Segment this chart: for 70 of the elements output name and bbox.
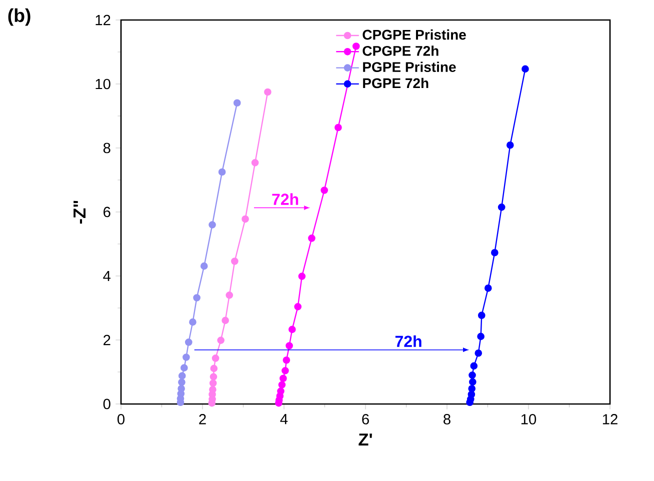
point [184, 338, 192, 346]
point [334, 124, 342, 132]
y-axis-title: -Z" [74, 200, 86, 224]
y-tick-label: 4 [103, 270, 111, 282]
point [210, 364, 218, 372]
x-tick-label: 8 [444, 414, 450, 424]
point [468, 384, 476, 392]
x-tick-label: 0 [117, 414, 124, 424]
legend-label: CPGPE Pristine [362, 29, 466, 40]
point [212, 354, 220, 362]
point [320, 186, 328, 194]
point [506, 141, 514, 149]
point [466, 398, 474, 406]
point [298, 272, 306, 280]
point [282, 367, 289, 374]
point [233, 99, 241, 107]
y-tick-label: 0 [103, 398, 110, 410]
point [222, 316, 229, 324]
point [282, 356, 290, 364]
point [308, 234, 316, 242]
x-axis-title: Z' [358, 434, 372, 446]
x-tick-label: 2 [199, 414, 206, 424]
point [242, 215, 249, 223]
point [251, 159, 259, 166]
point [218, 168, 226, 176]
x-tick-label: 4 [280, 414, 288, 424]
point [352, 42, 360, 50]
point [474, 349, 482, 357]
x-tick-label: 12 [602, 414, 618, 424]
x-tick-label: 6 [362, 414, 369, 424]
point [484, 284, 492, 292]
point [477, 332, 484, 340]
point [522, 65, 529, 73]
point [189, 318, 196, 326]
point [288, 326, 296, 334]
legend-label: CPGPE 72h [362, 46, 438, 56]
y-tick-label: 12 [96, 14, 110, 26]
point [468, 372, 476, 379]
point [470, 362, 478, 370]
point [200, 262, 208, 270]
point [286, 342, 293, 350]
point [278, 381, 286, 388]
annotation: 72h [272, 193, 298, 205]
legend-label: PGPE 72h [363, 78, 428, 88]
point [264, 88, 272, 96]
y-tick-label: 10 [96, 78, 110, 90]
point [208, 221, 216, 228]
point [178, 372, 186, 380]
point [469, 378, 476, 386]
y-tick-label: 2 [104, 334, 110, 346]
point [178, 378, 186, 386]
point [182, 354, 190, 361]
point [478, 312, 486, 320]
point [193, 294, 200, 302]
point [294, 303, 302, 310]
y-tick-label: 6 [104, 206, 110, 218]
legend-label: PGPE Pristine [363, 62, 456, 72]
point [231, 258, 238, 265]
point [217, 336, 225, 344]
chart-title: (b) [8, 8, 30, 26]
point [498, 204, 506, 211]
point [210, 373, 218, 380]
point [226, 292, 234, 299]
x-tick-label: 10 [521, 414, 536, 424]
annotation: 72h [395, 335, 422, 347]
y-tick-label: 8 [103, 142, 110, 154]
point [180, 364, 188, 372]
point [491, 248, 498, 256]
point [209, 380, 217, 387]
point [280, 374, 287, 382]
